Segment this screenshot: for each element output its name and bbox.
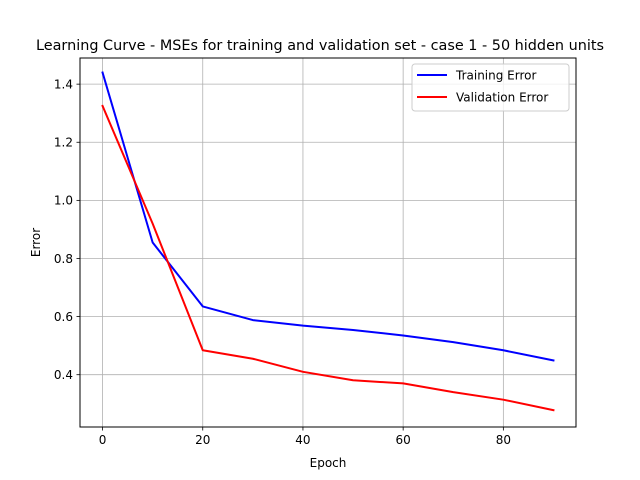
y-tick-label: 1.0 xyxy=(54,194,73,208)
series-line-validation-error xyxy=(101,104,555,412)
y-tick-label: 0.8 xyxy=(54,252,73,266)
y-tick-label: 1.2 xyxy=(54,136,73,150)
x-tick-label: 0 xyxy=(99,433,107,447)
legend-label-training-error: Training Error xyxy=(455,68,536,82)
chart-title: Learning Curve - MSEs for training and v… xyxy=(36,38,604,54)
y-tick-label: 0.6 xyxy=(54,310,73,324)
x-tick-label: 60 xyxy=(396,433,411,447)
series-layer xyxy=(101,71,555,412)
x-axis-title: Epoch xyxy=(310,456,347,470)
y-axis-title: Error xyxy=(29,228,43,257)
legend-items: Training Error Validation Error xyxy=(417,68,548,104)
y-tick-label: 0.4 xyxy=(54,368,73,382)
x-tick-label: 20 xyxy=(195,433,210,447)
x-tick-label: 80 xyxy=(496,433,511,447)
x-tick-label: 40 xyxy=(295,433,310,447)
series-line-training-error xyxy=(101,71,555,362)
y-tick-label: 1.4 xyxy=(54,77,73,91)
tick-layer: 0 20 40 60 80 0.4 0.6 0.8 1.0 1.2 1.4 xyxy=(54,77,511,447)
plot-frame xyxy=(79,57,577,428)
legend: Training Error Validation Error xyxy=(411,63,570,112)
legend-label-validation-error: Validation Error xyxy=(456,90,548,104)
legend-frame xyxy=(411,63,570,112)
